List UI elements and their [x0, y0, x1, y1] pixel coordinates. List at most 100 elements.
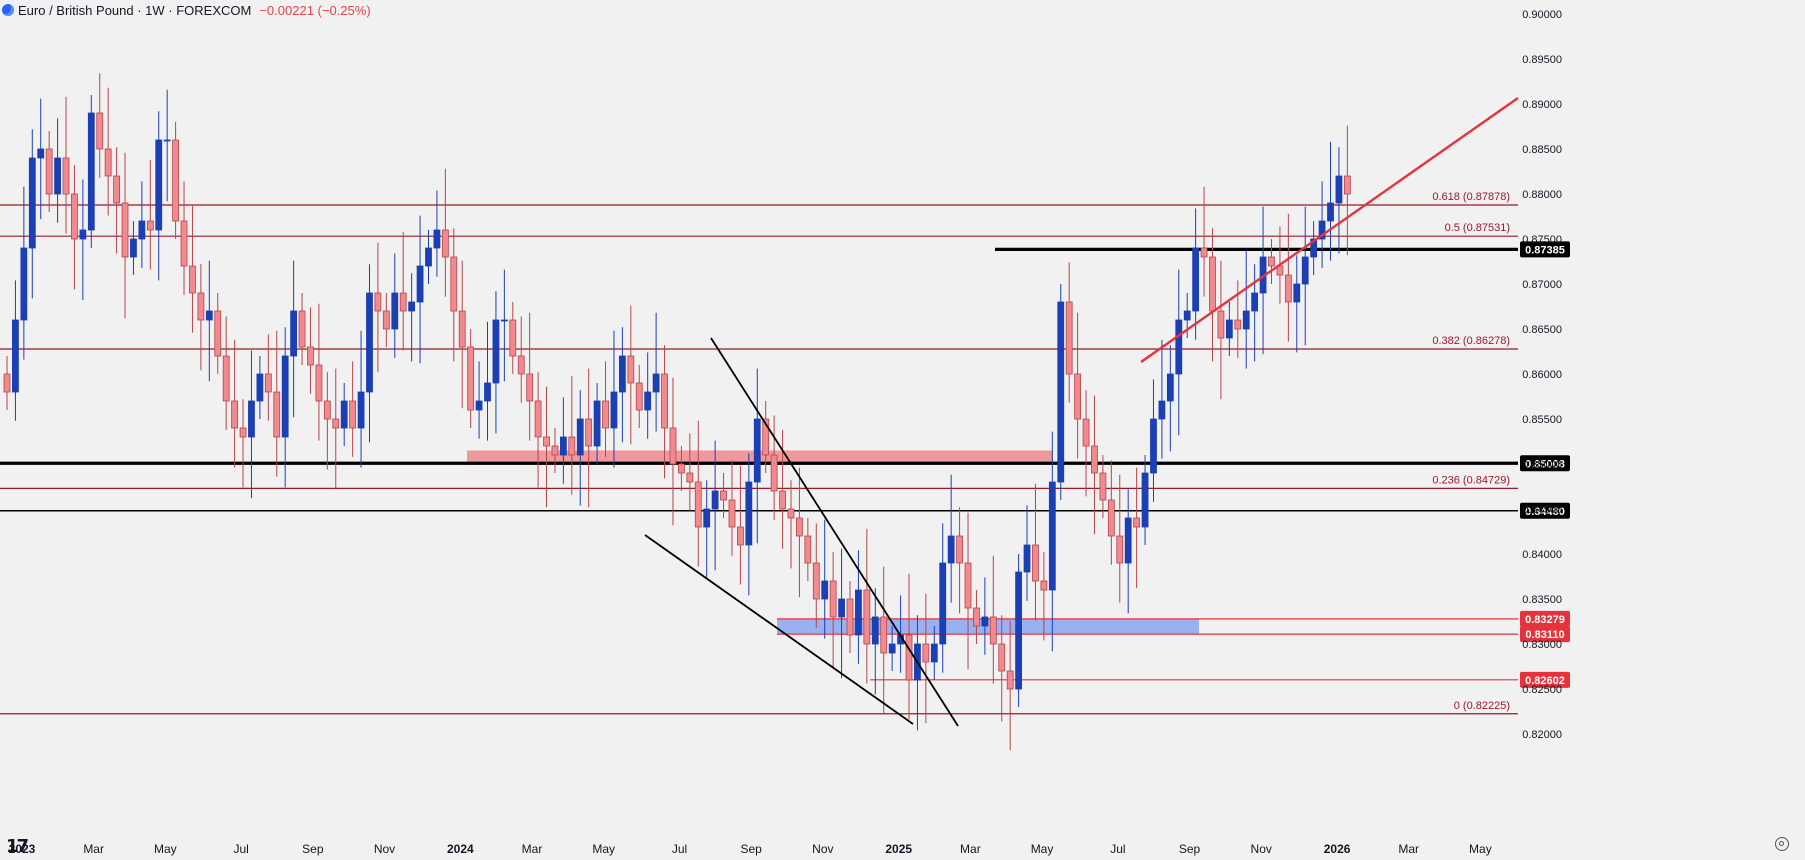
candle-body [753, 418, 761, 483]
candle-body [214, 310, 222, 357]
x-tick-label: Sep [1179, 842, 1201, 856]
candle-body [981, 616, 989, 627]
candle-body [543, 436, 550, 447]
candle-body [20, 247, 28, 321]
fib-label: 0.618 (0.87878) [1432, 191, 1510, 203]
candle-body [475, 400, 483, 411]
candle-body [467, 346, 475, 411]
fib-label: 0.382 (0.86278) [1432, 335, 1510, 347]
candle-body [172, 139, 180, 222]
y-tick-label: 0.87000 [1522, 279, 1562, 291]
candle-body [1343, 175, 1351, 195]
candle-body [500, 319, 508, 322]
globe-icon [2, 4, 14, 16]
tradingview-logo-icon[interactable]: 17 [6, 836, 29, 857]
candle-body [779, 490, 786, 510]
candle-body [264, 373, 272, 393]
x-tick-label: Nov [374, 842, 395, 856]
candle-body [1057, 301, 1065, 483]
candle-body [155, 139, 163, 231]
candle-body [113, 175, 120, 204]
candle-body [1124, 517, 1132, 564]
candle-body [973, 607, 980, 627]
candle-body [104, 148, 112, 177]
descending-support-line [644, 534, 914, 725]
descending-resistance-line [710, 337, 959, 727]
y-tick-label: 0.88500 [1522, 144, 1562, 156]
candle-body [391, 292, 399, 330]
x-tick-label: Jul [672, 842, 687, 856]
candle-body [829, 580, 837, 618]
candle-body [787, 508, 795, 519]
candle-body [517, 355, 525, 375]
candle-body [273, 391, 281, 438]
price-tag-label: 0.83279 [1525, 614, 1565, 626]
candle-body [618, 355, 626, 393]
candle-body [1284, 274, 1292, 303]
candle-body [1091, 445, 1098, 474]
candle-body [205, 310, 213, 321]
fib-label: 0.5 (0.87531) [1445, 222, 1510, 234]
x-tick-label: May [592, 842, 615, 856]
candle-body [1166, 373, 1174, 402]
candle-body [880, 616, 888, 654]
candle-body [1225, 319, 1233, 339]
y-tick-label: 0.87500 [1522, 234, 1562, 246]
candle-body [222, 355, 230, 402]
candle-body [526, 373, 534, 402]
candle-body [298, 310, 306, 348]
symbol-title[interactable]: Euro / British Pound · 1W · FOREXCOM [18, 2, 252, 18]
candle-body [661, 373, 668, 429]
candle-body [855, 589, 862, 636]
candle-body [189, 265, 196, 294]
price-tag [1520, 455, 1570, 472]
x-tick-label: Mar [83, 842, 104, 856]
price-axis[interactable]: 0.87385 0.85008 0.84480 0.83279 0.83110 0.826… [1520, 9, 1570, 741]
candle-body [382, 310, 390, 330]
y-tick-label: 0.85000 [1522, 459, 1562, 471]
candle-body [408, 301, 416, 312]
time-axis[interactable]: 2023 Mar May Jul Sep Nov 2024 Mar May Jul Sep Nov 20… [9, 842, 1492, 856]
y-tick-label: 0.86500 [1522, 324, 1562, 336]
candle-body [846, 598, 854, 636]
candle-body [559, 436, 567, 456]
candle-body [509, 319, 517, 357]
candle-body [838, 598, 845, 618]
candle-body [281, 355, 289, 438]
candle-body [1107, 499, 1115, 537]
x-tick-label: 2024 [447, 842, 474, 856]
candle-body [323, 400, 331, 420]
trendlines [644, 97, 1519, 727]
gear-icon[interactable] [1775, 837, 1789, 851]
candle-body [585, 418, 593, 447]
candle-body [248, 400, 255, 438]
candle-body [534, 400, 542, 438]
price-tag [1520, 610, 1570, 627]
candle-body [644, 391, 652, 411]
candle-body [1175, 319, 1183, 375]
candle-body [947, 535, 955, 564]
price-tag [1520, 502, 1570, 519]
candle-body [340, 400, 348, 429]
candle-body [1099, 472, 1107, 501]
candle-body [821, 580, 829, 600]
candle-body [652, 373, 660, 393]
candle-body [1040, 580, 1048, 591]
ascending-trendline [1140, 97, 1519, 363]
candle-body [964, 562, 972, 609]
candle-body [686, 472, 694, 483]
candle-body [888, 643, 896, 654]
x-tick-label: Nov [812, 842, 833, 856]
candle-body [146, 220, 154, 231]
candle-body [180, 220, 188, 267]
candle-body [1234, 319, 1242, 330]
candle-body [1158, 400, 1166, 420]
candle-body [1150, 418, 1157, 474]
x-tick-label: May [154, 842, 177, 856]
fib-label: 0.236 (0.84729) [1432, 474, 1510, 486]
candle-body [1301, 256, 1309, 285]
y-tick-label: 0.89500 [1522, 54, 1562, 66]
candle-body [1074, 373, 1082, 420]
candle-body [87, 112, 95, 231]
